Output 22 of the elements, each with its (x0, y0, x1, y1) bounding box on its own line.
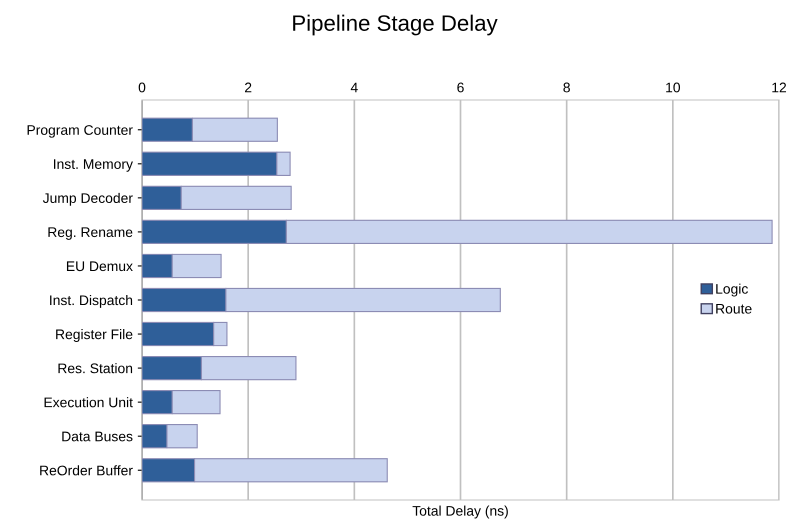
x-tick-label: 8 (563, 82, 570, 92)
legend-label: Logic (716, 284, 748, 297)
x-tick-label: 4 (350, 82, 358, 92)
x-tick-label: 12 (772, 82, 786, 92)
y-tick-label: Execution Unit (44, 397, 133, 408)
y-tick-label: Data Buses (62, 432, 132, 442)
y-tick-label: Inst. Dispatch (50, 294, 132, 308)
y-tick-label: Res. Station (58, 363, 132, 374)
chart-title: Pipeline Stage Delay (293, 14, 498, 36)
x-tick-label: 6 (457, 82, 464, 92)
x-tick-label: 10 (666, 82, 680, 92)
x-axis-title: Total Delay (ns) (412, 506, 508, 519)
y-tick-label: EU Demux (66, 261, 133, 272)
y-tick-label: Program Counter (28, 125, 133, 138)
y-tick-label: Reg. Rename (48, 227, 132, 240)
y-tick-label: ReOrder Buffer (40, 465, 133, 476)
x-tick-label: 0 (138, 82, 146, 92)
legend-label: Route (716, 304, 752, 314)
y-tick-label: Jump Decoder (42, 192, 133, 206)
y-tick-label: Register File (56, 329, 132, 342)
y-tick-label: Inst. Memory (54, 159, 133, 172)
x-tick-label: 2 (245, 82, 252, 92)
